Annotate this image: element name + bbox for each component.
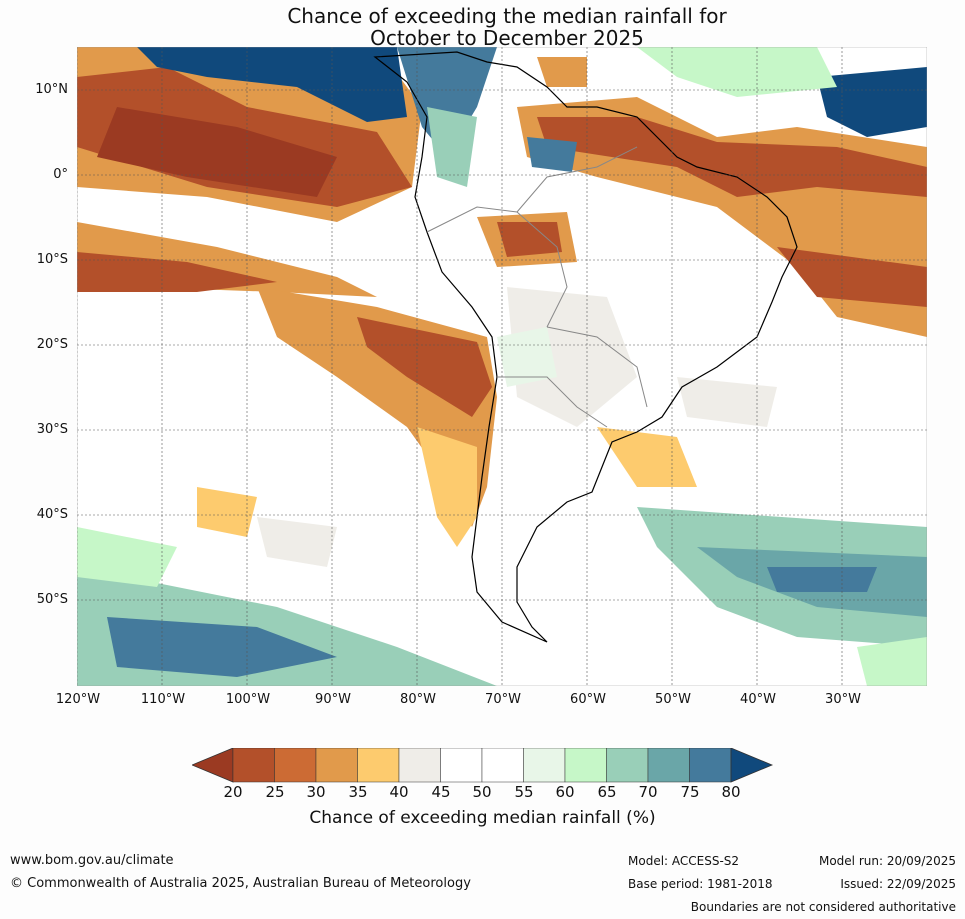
colorbar-segment (315, 748, 358, 783)
legend-tick: 30 (306, 783, 326, 801)
colorbar-segment (606, 748, 649, 783)
colorbar-segment (689, 748, 732, 783)
legend-tick: 35 (348, 783, 368, 801)
lat-label-10n: 10°N (35, 82, 68, 97)
colorbar-segment (440, 748, 483, 783)
graticule (77, 47, 927, 686)
colorbar-high-arrow (730, 748, 774, 783)
legend-tick: 70 (638, 783, 658, 801)
colorbar-low-arrow (192, 748, 234, 783)
lon-label-90w: 90°W (315, 692, 351, 707)
lon-label-70w: 70°W (485, 692, 521, 707)
colorbar-segment (481, 748, 524, 783)
copyright-text: © Commonwealth of Australia 2025, Austra… (10, 876, 471, 891)
lon-label-50w: 50°W (655, 692, 691, 707)
colorbar-segment (564, 748, 607, 783)
legend-tick: 25 (265, 783, 285, 801)
legend-tick: 65 (597, 783, 617, 801)
lat-label-30s: 30°S (36, 422, 68, 437)
map-title-line2: October to December 2025 (370, 26, 644, 50)
legend-tick: 20 (223, 783, 243, 801)
legend-tick: 40 (389, 783, 409, 801)
lat-label-10s: 10°S (36, 252, 68, 267)
colorbar-segment (398, 748, 441, 783)
legend-tick: 60 (555, 783, 575, 801)
model-name: Model: ACCESS-S2 (628, 854, 740, 868)
lat-label-0: 0° (53, 167, 68, 182)
lon-label-120w: 120°W (55, 692, 101, 707)
colorbar-segment (523, 748, 566, 783)
legend-tick: 80 (721, 783, 741, 801)
colorbar-segment (232, 748, 275, 783)
legend-tick: 50 (472, 783, 492, 801)
model-run-date: Model run: 20/09/2025 (818, 854, 956, 868)
dry-zones (77, 47, 927, 547)
lon-label-100w: 100°W (225, 692, 271, 707)
colorbar-segment (357, 748, 400, 783)
legend-colorbar (192, 748, 774, 783)
rainfall-probability-map (77, 47, 927, 686)
legend-tick: 45 (431, 783, 451, 801)
lon-label-30w: 30°W (825, 692, 861, 707)
legend-tick: 55 (514, 783, 534, 801)
lat-label-40s: 40°S (36, 507, 68, 522)
lat-label-50s: 50°S (36, 592, 68, 607)
boundary-disclaimer: Boundaries are not considered authoritat… (690, 900, 956, 914)
lon-label-40w: 40°W (740, 692, 776, 707)
lon-label-80w: 80°W (400, 692, 436, 707)
colorbar-segment (274, 748, 317, 783)
source-url[interactable]: www.bom.gov.au/climate (10, 853, 174, 868)
lon-label-60w: 60°W (570, 692, 606, 707)
issued-date: Issued: 22/09/2025 (840, 877, 956, 891)
lat-label-20s: 20°S (36, 337, 68, 352)
coastline (373, 51, 798, 643)
map-title-line1: Chance of exceeding the median rainfall … (287, 4, 727, 28)
wet-zones (77, 47, 927, 686)
country-borders (426, 146, 648, 428)
base-period: Base period: 1981-2018 (628, 877, 773, 891)
colorbar-segment (647, 748, 690, 783)
legend-tick: 75 (680, 783, 700, 801)
lon-label-110w: 110°W (140, 692, 186, 707)
legend-title: Chance of exceeding median rainfall (%) (309, 808, 656, 828)
neutral-zones (257, 287, 777, 567)
